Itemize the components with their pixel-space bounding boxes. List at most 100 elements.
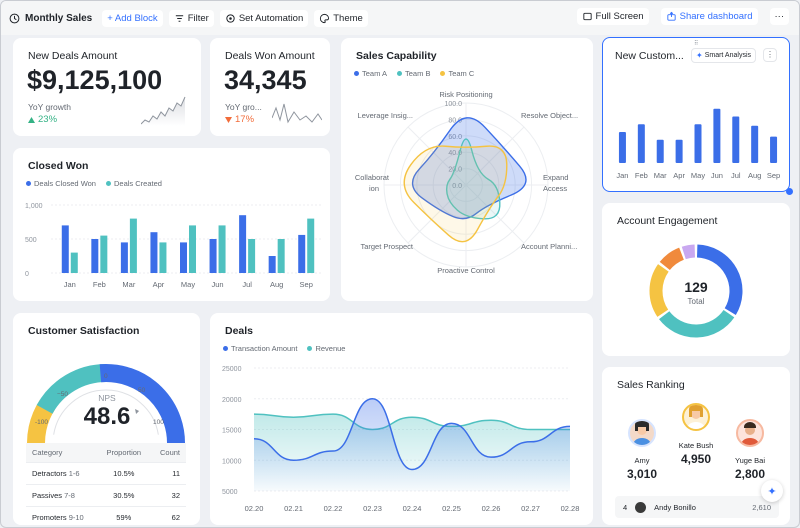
y-tick-label: 5000: [222, 489, 238, 496]
x-tick-label: Mar: [122, 280, 135, 289]
cell-category: Detractors 1-6: [26, 462, 98, 485]
dashboard-title[interactable]: Monthly Sales: [9, 13, 92, 24]
x-tick-label: 02.20: [245, 504, 264, 513]
legend-team-c[interactable]: Team C: [440, 69, 474, 78]
x-tick-label: Sep: [300, 280, 313, 289]
radar-spoke: [465, 126, 525, 186]
add-block-button[interactable]: + Add Block: [102, 9, 163, 27]
filter-label: Filter: [187, 12, 209, 24]
gauge-tick-m50: −50: [57, 391, 69, 398]
legend-label: Deals Closed Won: [34, 179, 96, 188]
radar-spoke: [407, 184, 467, 244]
category-range: 9-10: [68, 513, 84, 522]
x-tick-label: 02.24: [403, 504, 422, 513]
account-engagement-card[interactable]: Account Engagement 129 Total: [602, 203, 790, 356]
ai-assistant-button[interactable]: ✦: [761, 480, 783, 502]
nps-value: 48.6: [83, 403, 131, 430]
legend-deals-created[interactable]: Deals Created: [105, 179, 162, 188]
closed-won-card[interactable]: Closed Won Deals Closed Won Deals Create…: [13, 148, 330, 301]
table-row[interactable]: Promoters 9-10 59% 62: [26, 506, 186, 527]
bar-new-customers: [675, 139, 683, 163]
donut-slice: [696, 244, 743, 315]
sales-capability-radar: 0.0 20.0 40.0 60.0 80.0 100.0 Risk Positioning…: [355, 90, 578, 275]
account-engagement-total-label: Total: [687, 297, 705, 306]
radar-axis-label: Leverage Insig...: [358, 111, 413, 120]
legend-team-a[interactable]: Team A: [354, 69, 387, 78]
avatar-yuge-bai[interactable]: [736, 419, 764, 447]
radar-axis-label: Proactive Control: [437, 266, 495, 275]
ranking-row-value: 2,610: [752, 502, 771, 512]
theme-label: Theme: [333, 12, 363, 24]
smart-analysis-button[interactable]: ✦ Smart Analysis: [691, 48, 756, 63]
deals-won-card[interactable]: Deals Won Amount 34,345 YoY gro... 17%: [210, 38, 330, 136]
bar-new-customers: [656, 139, 664, 163]
radar-axis-label: Access: [543, 184, 567, 193]
resize-handle[interactable]: [786, 188, 793, 195]
x-tick-label: Mar: [654, 171, 667, 180]
y-tick-label: 15000: [222, 428, 242, 435]
deals-chart: 5000 10000 15000 20000 25000 02.20 02.21 02.22 0…: [222, 366, 579, 513]
ranking-row[interactable]: 4 Andy Bonillo 2,610: [615, 496, 779, 518]
donut-slice: [659, 247, 685, 271]
legend-team-b[interactable]: Team B: [397, 69, 430, 78]
cell-proportion: 10.5%: [97, 462, 150, 485]
x-tick-label: Apr: [673, 171, 685, 180]
closed-won-title: Closed Won: [28, 160, 89, 172]
set-automation-label: Set Automation: [238, 12, 304, 24]
x-tick-label: Jul: [731, 171, 741, 180]
radar-axis-label: Target Prospect: [360, 242, 413, 251]
bar-created: [129, 218, 137, 273]
x-tick-label: May: [181, 280, 195, 289]
gauge-band-blue: [99, 364, 185, 443]
legend-transaction-amount[interactable]: Transaction Amount: [223, 344, 297, 353]
legend-revenue[interactable]: Revenue: [307, 344, 345, 353]
radar-tick-label: 60.0: [448, 134, 462, 141]
card-more-button[interactable]: ⋮: [763, 48, 777, 62]
gauge-inner-arc: [53, 389, 159, 435]
full-screen-button[interactable]: Full Screen: [576, 8, 649, 25]
sales-capability-card[interactable]: Sales Capability Team A Team B Team C 0.…: [341, 38, 593, 301]
legend-label: Transaction Amount: [231, 344, 298, 353]
radar-tick-label: 20.0: [448, 167, 462, 174]
avatar-amy[interactable]: [628, 419, 656, 447]
donut-slice: [681, 244, 696, 260]
col-category: Category: [26, 443, 98, 463]
ranking-name-yuge-bai: Yuge Bai: [734, 456, 766, 465]
deals-won-title: Deals Won Amount: [225, 50, 315, 62]
sparkle-icon: ✦: [767, 485, 777, 498]
bar-closed-won: [150, 232, 158, 273]
share-dashboard-label: Share dashboard: [679, 11, 753, 22]
cell-count: 11: [150, 462, 186, 485]
x-tick-label: Aug: [270, 280, 283, 289]
account-engagement-title: Account Engagement: [617, 215, 718, 227]
filter-icon: [175, 14, 183, 22]
avatar-kate-bush[interactable]: [682, 403, 710, 431]
area-transaction: [254, 398, 570, 491]
theme-button[interactable]: Theme: [314, 9, 368, 27]
bar-new-customers: [770, 136, 778, 163]
radar-series-team-c: [403, 145, 508, 243]
bar-closed-won: [298, 234, 306, 273]
deals-won-sparkline: [272, 103, 322, 124]
dashboard-title-label: Monthly Sales: [25, 12, 93, 24]
more-options-button[interactable]: ···: [769, 8, 789, 25]
deals-won-yoy: 17%: [225, 114, 254, 125]
col-count: Count: [150, 443, 186, 463]
x-tick-label: 02.25: [442, 504, 461, 513]
deals-card[interactable]: Deals Transaction Amount Revenue 5000 100…: [210, 313, 593, 525]
bar-created: [159, 242, 167, 273]
radar-tick-label: 100.0: [444, 101, 462, 108]
table-row[interactable]: Detractors 1-6 10.5% 11: [26, 462, 186, 485]
new-deals-card[interactable]: New Deals Amount $9,125,100 YoY growth 2…: [13, 38, 201, 136]
filter-button[interactable]: Filter: [168, 9, 214, 27]
y-tick-label: 25000: [222, 366, 242, 373]
x-tick-label: Aug: [748, 171, 761, 180]
set-automation-button[interactable]: Set Automation: [219, 9, 309, 27]
fullscreen-icon: [582, 12, 592, 21]
donut-slice: [659, 309, 735, 338]
drag-handle-icon[interactable]: ⠿: [694, 41, 700, 47]
table-row[interactable]: Passives 7-8 30.5% 32: [26, 484, 186, 507]
legend-deals-closed-won[interactable]: Deals Closed Won: [26, 179, 96, 188]
share-dashboard-button[interactable]: Share dashboard: [660, 8, 758, 25]
radar-tick-label: 40.0: [448, 150, 462, 157]
